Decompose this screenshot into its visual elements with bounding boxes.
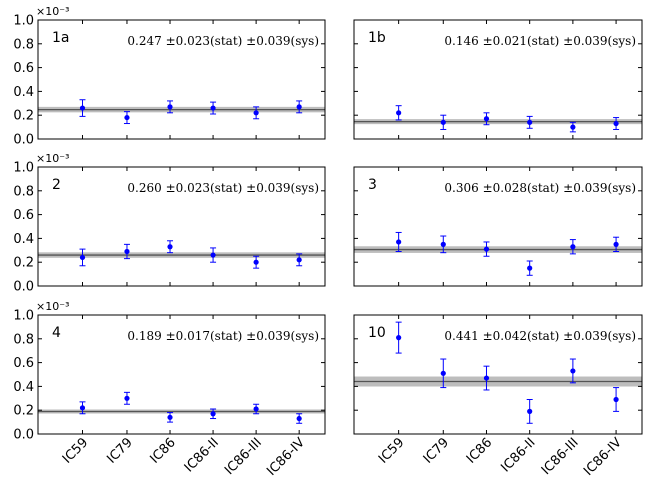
y-tick-label: 0.4 (13, 232, 34, 247)
panel-frame (37, 314, 326, 435)
panel-label: 2 (52, 177, 61, 193)
fit-annotation: 0.260 ±0.023(stat) ±0.039(sys) (127, 181, 319, 195)
y-tick-label: 0.8 (13, 37, 34, 52)
y-tick-label: 0.6 (13, 208, 34, 223)
panel-frame (353, 166, 643, 287)
data-point (124, 395, 130, 401)
x-tick-label: IC79 (104, 435, 135, 466)
data-point (527, 119, 533, 125)
data-point (253, 110, 259, 116)
data-point (570, 244, 576, 250)
panel-1a: 0.0 0.2 0.4 0.6 0.8 1.0×10⁻³ 1a 0.247 ±0.023(st… (13, 5, 326, 148)
data-point (527, 265, 533, 271)
data-point (440, 119, 446, 125)
fit-annotation: 0.146 ±0.021(stat) ±0.039(sys) (444, 34, 636, 48)
y-tick-label: 0.2 (13, 256, 34, 271)
data-point (483, 246, 490, 252)
data-point (613, 241, 619, 247)
data-point (527, 408, 533, 414)
panel-label: 10 (368, 325, 386, 341)
panel-label: 1a (52, 30, 70, 46)
x-tick-label: IC86-IV (264, 435, 308, 479)
data-point (396, 335, 402, 341)
panel-frame (37, 166, 326, 287)
data-point (167, 244, 173, 250)
data-point (79, 254, 86, 261)
x-tick-label: IC59 (376, 435, 407, 466)
data-point (253, 406, 259, 412)
y-tick-label: 0.2 (13, 404, 34, 419)
y-multiplier: ×10⁻³ (36, 5, 69, 18)
y-tick-label: 0.8 (13, 184, 34, 199)
data-point (613, 120, 619, 127)
fit-annotation: 0.247 ±0.023(stat) ±0.039(sys) (127, 34, 319, 48)
x-tick-label: IC86-II (182, 435, 222, 475)
x-tick-label: IC86-III (539, 435, 582, 478)
y-tick-label: 0.6 (13, 61, 34, 76)
data-point (210, 252, 216, 258)
x-tick-label: IC86 (147, 435, 178, 466)
data-point (296, 257, 302, 263)
data-point (79, 405, 86, 411)
data-point (167, 414, 173, 420)
data-point (483, 375, 490, 381)
data-point (167, 104, 173, 110)
x-tick-label: IC86-IV (581, 435, 625, 479)
data-point (396, 110, 402, 116)
y-tick-label: 1.0 (13, 14, 34, 29)
data-point (124, 114, 130, 121)
y-multiplier: ×10⁻³ (36, 300, 69, 313)
panel-frame (37, 19, 326, 140)
panel-2: 0.0 0.2 0.4 0.6 0.8 1.0×10⁻³ 2 0.260 ±0.023(sta… (13, 152, 326, 295)
panel-4: 0.0 0.2 0.4 0.6 0.8 1.0×10⁻³ 4 0.189 ±0.017(sta… (13, 300, 326, 443)
y-tick-label: 0.0 (13, 428, 34, 443)
data-point (210, 105, 216, 111)
x-tick-label: IC59 (60, 435, 91, 466)
y-tick-label: 0.0 (13, 280, 34, 295)
fit-annotation: 0.189 ±0.017(stat) ±0.039(sys) (127, 329, 319, 343)
x-tick-label: IC79 (421, 435, 452, 466)
data-point (440, 370, 446, 376)
y-multiplier: ×10⁻³ (36, 152, 69, 165)
y-tick-label: 0.8 (13, 332, 34, 347)
x-tick-label: IC86 (464, 435, 495, 466)
data-point (253, 259, 259, 265)
data-point (396, 239, 402, 245)
data-point (613, 396, 619, 403)
y-tick-label: 0.0 (13, 133, 34, 148)
y-tick-label: 0.6 (13, 356, 34, 371)
y-tick-label: 0.2 (13, 109, 34, 124)
y-tick-label: 1.0 (13, 161, 34, 176)
data-point (296, 104, 302, 110)
y-tick-label: 0.4 (13, 380, 34, 395)
data-point (210, 411, 216, 417)
data-point (483, 116, 490, 122)
panel-label: 1b (368, 30, 386, 46)
data-point (296, 415, 302, 422)
fit-annotation: 0.441 ±0.042(stat) ±0.039(sys) (444, 329, 636, 343)
y-tick-label: 0.4 (13, 85, 34, 100)
data-point (79, 105, 86, 111)
panel-frame (353, 314, 643, 435)
fit-annotation: 0.306 ±0.028(stat) ±0.039(sys) (444, 181, 636, 195)
x-tick-label: IC86-II (498, 435, 538, 475)
data-point (124, 248, 130, 255)
panel-10: 10 0.441 ±0.042(stat) ±0.039(sys) (353, 314, 643, 435)
panel-frame (353, 19, 643, 140)
data-point (570, 124, 576, 130)
panel-3: 3 0.306 ±0.028(stat) ±0.039(sys) (353, 166, 643, 287)
panel-label: 3 (368, 177, 377, 193)
x-tick-label: IC86-III (222, 435, 265, 478)
y-tick-label: 1.0 (13, 309, 34, 324)
panel-label: 4 (52, 325, 61, 341)
data-point (440, 241, 446, 247)
data-point (570, 368, 576, 374)
panel-1b: 1b 0.146 ±0.021(stat) ±0.039(sys) (353, 19, 643, 140)
